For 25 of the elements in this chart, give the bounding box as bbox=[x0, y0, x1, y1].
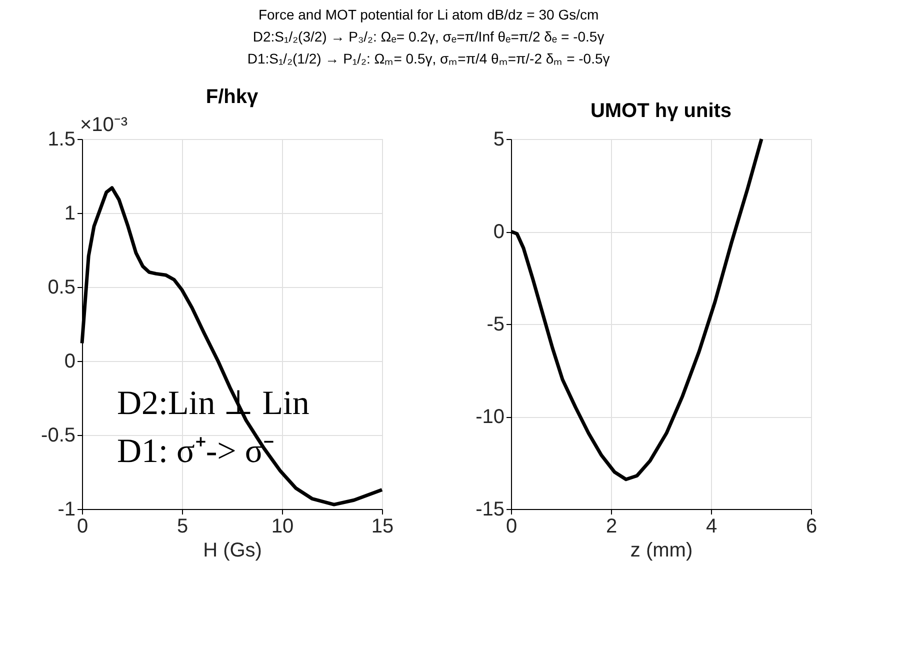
x-tick-label: 15 bbox=[371, 516, 394, 538]
text: Force and MOT potential for Li atom dB/dz = 30 Gs/cm bbox=[258, 6, 599, 22]
y-tick-label: 0 bbox=[493, 221, 504, 243]
x-tick-label: 10 bbox=[271, 516, 294, 538]
text: D1:S₁/₂(1/2) → P₁/₂: Ωₘ= 0.5γ, σₘ=π/4 θₘ=π/-2 δₘ = -0.5γ bbox=[247, 50, 610, 66]
y-tick-label: 1 bbox=[64, 202, 76, 224]
chart-title: F/hkγ bbox=[206, 86, 259, 108]
y-tick-label: -0.5 bbox=[41, 424, 76, 446]
x-tick-label: 6 bbox=[806, 516, 818, 538]
x-axis-title: H (Gs) bbox=[203, 540, 262, 562]
y-tick-label: 5 bbox=[493, 128, 504, 150]
y-tick-label: 0.5 bbox=[48, 276, 76, 298]
y-tick-label: -1 bbox=[58, 498, 76, 520]
x-tick-label: 2 bbox=[606, 516, 618, 538]
y-tick-label: -15 bbox=[476, 498, 504, 520]
y-tick-label: -10 bbox=[476, 406, 504, 428]
y-tick-label: -5 bbox=[486, 314, 504, 336]
y-tick-label: 0 bbox=[64, 350, 76, 372]
x-tick-label: 4 bbox=[706, 516, 718, 538]
chart-title: UMOT hγ units bbox=[590, 100, 732, 122]
text: ×10⁻³ bbox=[80, 114, 128, 136]
y-tick-label: 1.5 bbox=[48, 128, 76, 150]
x-axis-title: z (mm) bbox=[630, 540, 693, 562]
text: D2:S₁/₂(3/2) → P₃/₂: Ωₑ= 0.2γ, σₑ=π/Inf θₑ=π/2 δₑ = -0.5γ bbox=[252, 28, 604, 44]
x-tick-label: 5 bbox=[176, 516, 188, 538]
